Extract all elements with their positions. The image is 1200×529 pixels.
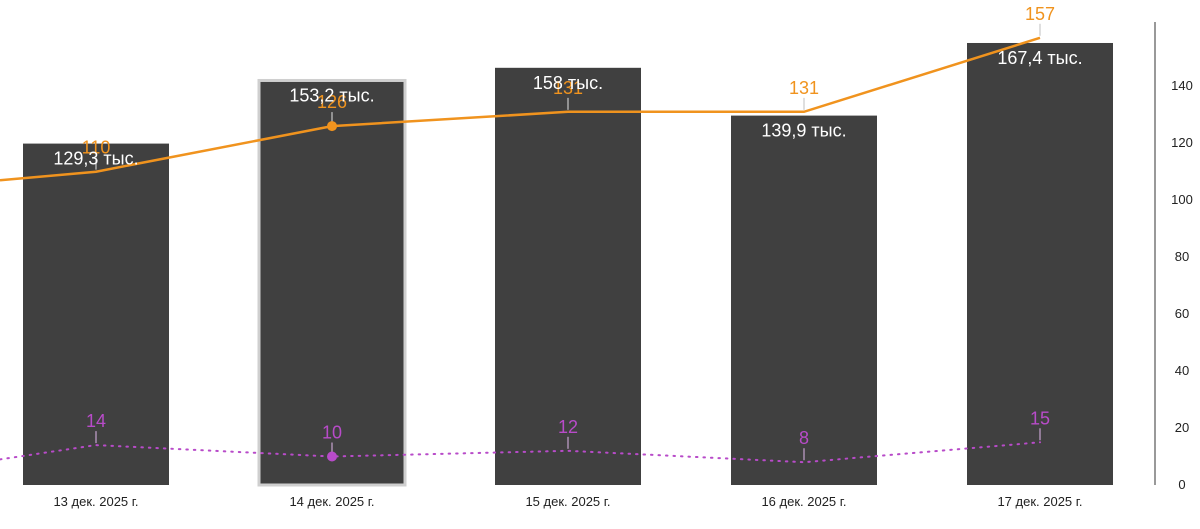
bar-label-5: 167,4 тыс. xyxy=(997,48,1082,68)
y-tick-label-2: 20 xyxy=(1175,420,1189,435)
x-tick-label-5: 17 дек. 2025 г. xyxy=(997,494,1082,509)
x-tick-label-1: 13 дек. 2025 г. xyxy=(53,494,138,509)
bar-label-3: 158 тыс. xyxy=(533,73,603,93)
point-label-2-3: 12 xyxy=(558,417,578,437)
y-tick-label-3: 40 xyxy=(1175,363,1189,378)
y-tick-label-8: 140 xyxy=(1171,78,1193,93)
y-tick-label-6: 100 xyxy=(1171,192,1193,207)
labels-layer: 110 126 131 131 157 14 10 12 8 15 129,3 тыс. 153,2 … xyxy=(53,4,1083,462)
x-tick-label-4: 16 дек. 2025 г. xyxy=(761,494,846,509)
point-marker-2-2[interactable] xyxy=(327,451,337,462)
bar-5[interactable] xyxy=(967,42,1113,485)
point-label-2-1: 14 xyxy=(86,411,106,431)
x-axis: 13 дек. 2025 г. 14 дек. 2025 г. 15 дек. 20… xyxy=(53,494,1082,509)
point-label-2-2: 10 xyxy=(322,423,342,443)
x-tick-label-3: 15 дек. 2025 г. xyxy=(525,494,610,509)
point-label-1-5: 157 xyxy=(1025,4,1055,24)
y-tick-label-1: 0 xyxy=(1178,477,1185,492)
line-series-2 xyxy=(0,441,1041,464)
point-label-1-1: 110 xyxy=(82,138,111,158)
bar-label-1: 129,3 тыс. xyxy=(53,149,138,169)
bar-label-2: 153,2 тыс. xyxy=(289,85,374,105)
y-tick-label-7: 120 xyxy=(1171,135,1193,150)
line-series-1 xyxy=(0,36,1041,182)
bar-label-4: 139,9 тыс. xyxy=(761,121,846,141)
right-y-axis: 0 20 40 60 80 100 120 140 xyxy=(1154,22,1193,492)
point-label-2-4: 8 xyxy=(799,428,809,448)
bars-layer xyxy=(23,42,1113,487)
lines-layer xyxy=(0,36,1041,464)
y-tick-label-4: 60 xyxy=(1175,306,1189,321)
point-label-1-3: 131 xyxy=(553,78,583,98)
point-label-1-4: 131 xyxy=(789,78,819,98)
point-label-1-2: 126 xyxy=(317,92,347,112)
bar-4[interactable] xyxy=(731,115,877,485)
bar-2[interactable] xyxy=(257,78,407,487)
y-tick-label-5: 80 xyxy=(1175,249,1189,264)
x-tick-label-2: 14 дек. 2025 г. xyxy=(289,494,374,509)
point-marker-1-2[interactable] xyxy=(327,121,337,132)
bar-1[interactable] xyxy=(23,143,169,485)
point-label-2-5: 15 xyxy=(1030,408,1050,428)
bar-3[interactable] xyxy=(495,67,641,485)
